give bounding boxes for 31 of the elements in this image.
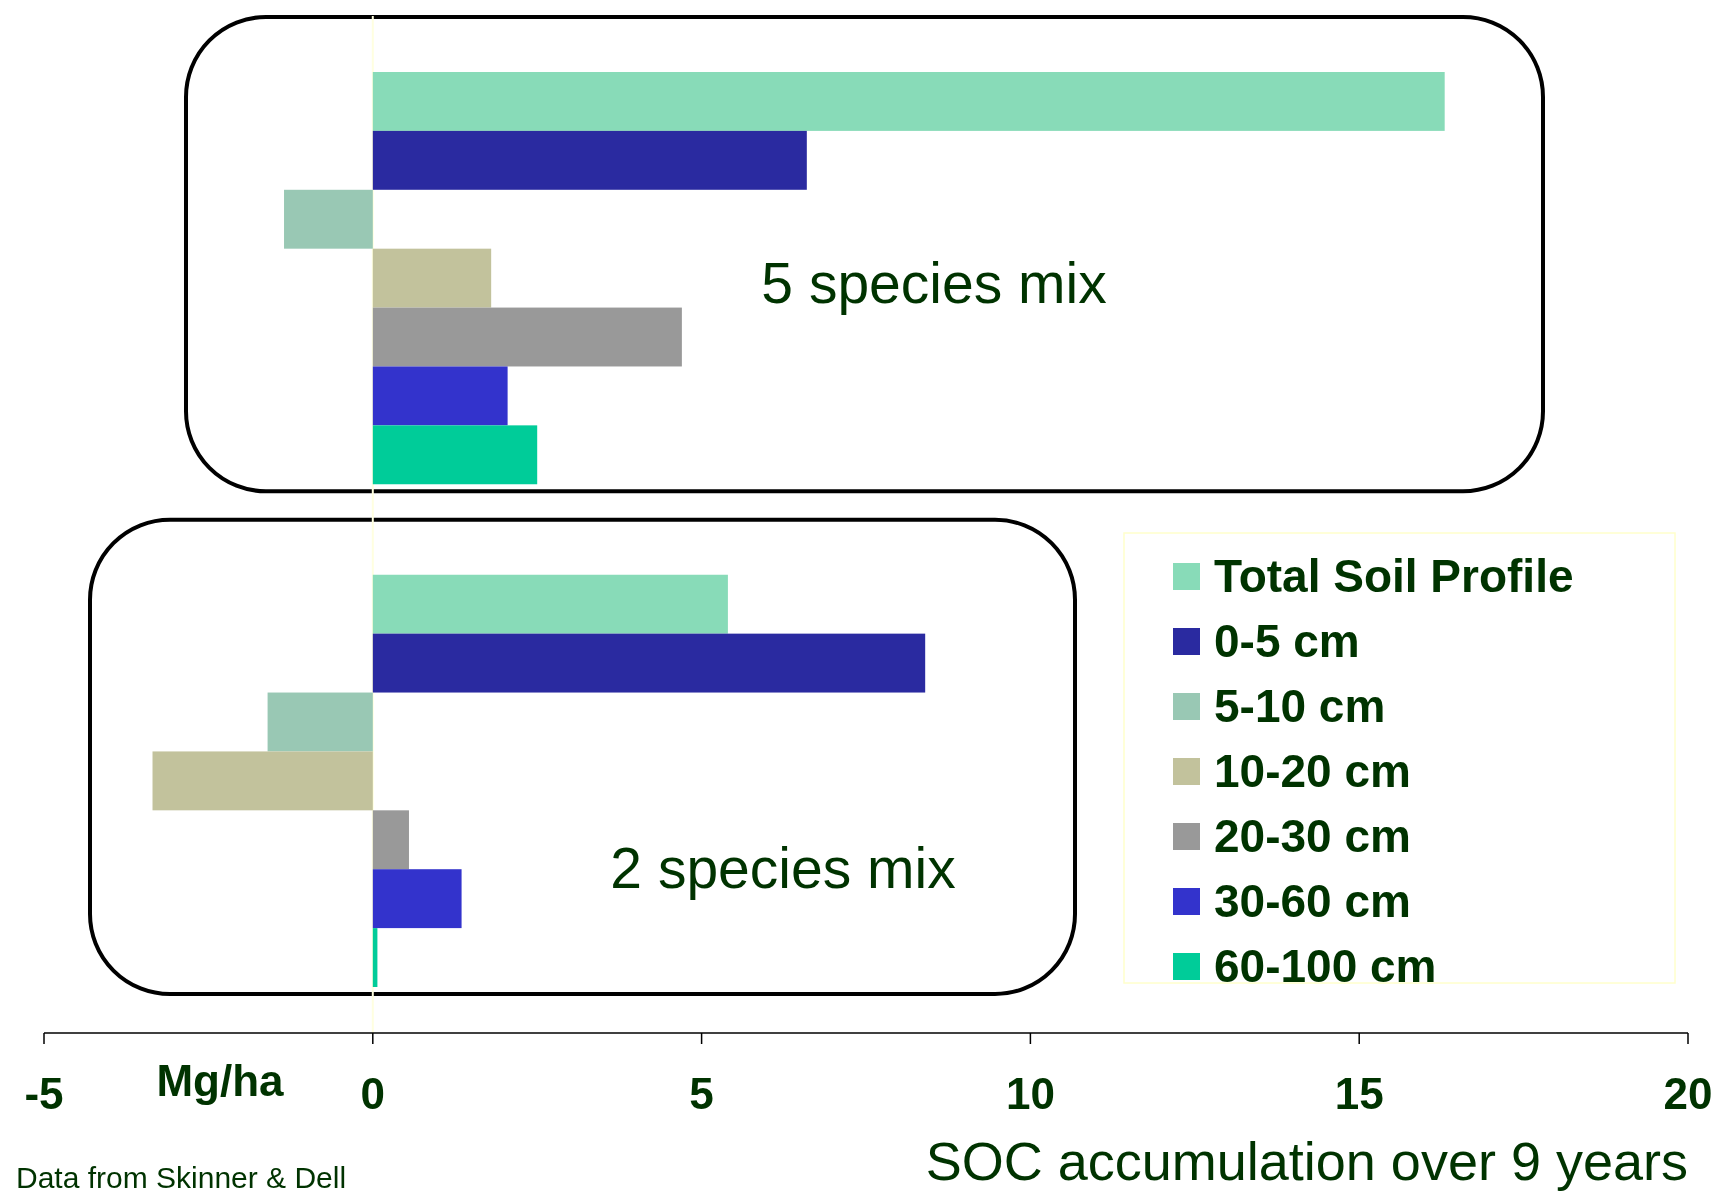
text: Data from Skinner & Dell: [16, 1161, 347, 1194]
legend-label: 60-100 cm: [1214, 940, 1437, 992]
bar: [372, 366, 508, 426]
bar: [152, 751, 373, 811]
bar: [372, 633, 926, 693]
bar: [372, 130, 807, 190]
x-tick-label: 5: [689, 1069, 714, 1118]
legend-label: 30-60 cm: [1214, 875, 1411, 927]
y-tick-label: 2 species mix: [610, 836, 956, 900]
legend-label: Total Soil Profile: [1214, 550, 1574, 602]
legend-label: 10-20 cm: [1214, 745, 1411, 797]
x-tick-label: 20: [1663, 1069, 1713, 1118]
y-tick-label: 5 species mix: [761, 251, 1107, 315]
x-tick-label: -5: [24, 1069, 64, 1118]
bar: [372, 248, 492, 308]
legend-label: 20-30 cm: [1214, 810, 1411, 862]
legend-label: 5-10 cm: [1214, 680, 1386, 732]
bar: [372, 574, 728, 634]
bar: [372, 810, 409, 870]
bar: [372, 425, 538, 485]
x-tick-label: 10: [1005, 1069, 1055, 1118]
x-tick-label: 0: [360, 1069, 386, 1118]
text: Mg/ha: [156, 1056, 285, 1105]
bar: [372, 307, 682, 367]
bar: [372, 869, 462, 929]
bar: [372, 72, 1445, 131]
bar: [284, 189, 373, 249]
legend-label: 0-5 cm: [1214, 615, 1360, 667]
bar: [267, 692, 373, 752]
x-axis-title: SOC accumulation over 9 years: [925, 1131, 1688, 1191]
x-tick-label: 15: [1334, 1069, 1384, 1118]
